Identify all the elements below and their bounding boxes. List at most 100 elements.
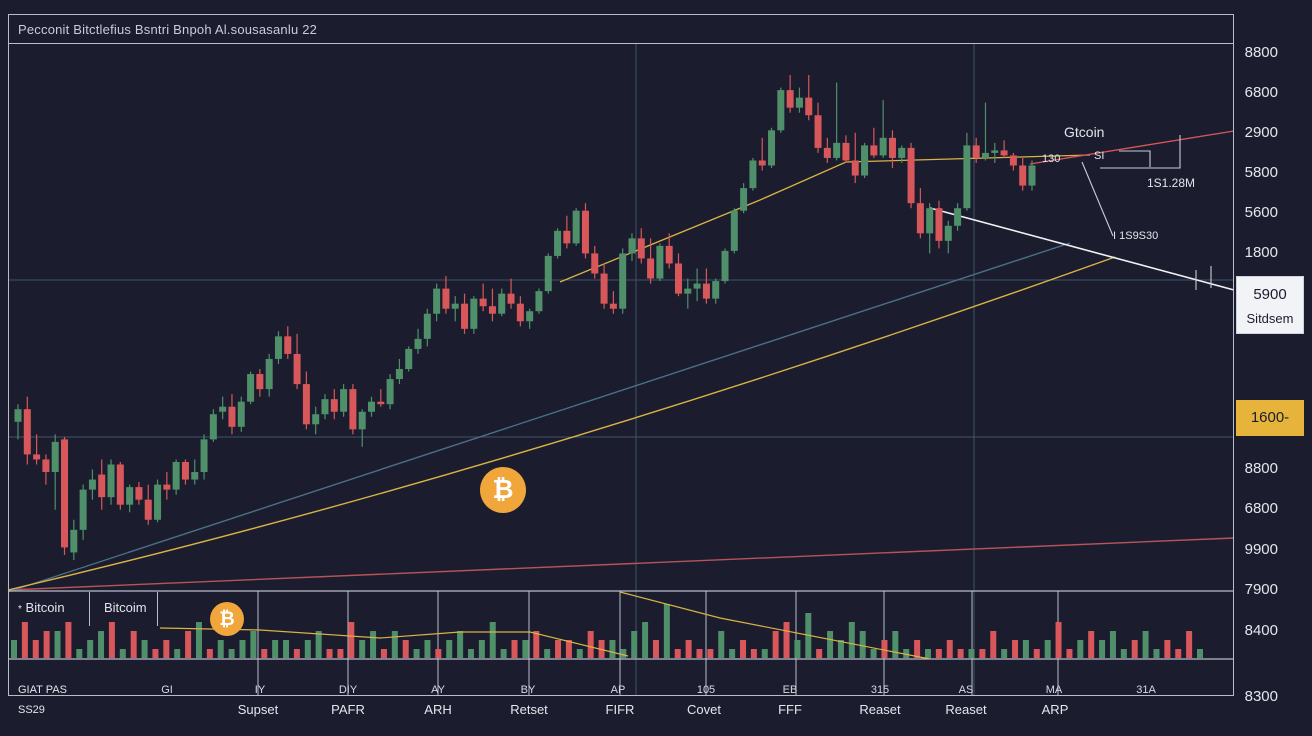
candle-body	[312, 414, 320, 425]
x-axis-tick: GI	[161, 684, 173, 696]
volume-bar	[43, 631, 50, 658]
y-axis-label: 8800	[1244, 44, 1278, 61]
candle-body	[1019, 165, 1027, 186]
volume-bar	[565, 640, 572, 658]
chart-frame	[8, 14, 1234, 696]
volume-bar	[511, 640, 518, 658]
bitcoin-icon: ₿	[210, 602, 244, 636]
current-price-value: 5900	[1253, 286, 1287, 303]
x-axis-month: FIFR	[605, 702, 635, 717]
candle-body	[740, 188, 748, 211]
volume-bar	[631, 631, 638, 658]
candle-body	[768, 130, 776, 166]
bracket-annotation: SI	[1094, 150, 1105, 162]
volume-bar	[359, 640, 366, 658]
candle-body	[256, 374, 264, 390]
volume-bar	[217, 640, 224, 658]
candle-body	[777, 90, 785, 131]
annotation-lines	[1081, 135, 1212, 290]
volume-bar	[87, 640, 94, 658]
volume-bar	[65, 622, 72, 658]
legend-label: Bitcoim	[104, 600, 147, 615]
candle-body	[172, 461, 180, 490]
candle-body	[461, 303, 469, 329]
volume-bar	[914, 640, 921, 658]
volume-bar	[337, 649, 344, 658]
volume-bars	[11, 604, 1203, 658]
candle-body	[451, 303, 459, 309]
volume-bar	[1099, 640, 1106, 658]
candle-body	[330, 399, 338, 412]
bracket-top	[1119, 150, 1151, 167]
candle-body	[414, 338, 422, 349]
volume-bar	[413, 649, 420, 658]
candle-body	[693, 283, 701, 289]
candle-body	[479, 298, 487, 307]
chart-title: Pecconit Bitctlefius Bsntri Bnpoh Al.sou…	[18, 22, 318, 37]
volume-bar	[957, 649, 964, 658]
candle-body	[609, 303, 617, 309]
candle-body	[349, 389, 357, 430]
volume-bar	[478, 640, 485, 658]
volume-bar	[272, 640, 279, 658]
candle-body	[647, 258, 655, 279]
candle-body	[842, 142, 850, 161]
white-down-line	[929, 207, 1235, 291]
volume-bar	[750, 649, 757, 658]
y-axis-label: 9900	[1244, 541, 1278, 558]
y-axis-label: 5800	[1244, 164, 1278, 181]
volume-bar	[467, 649, 474, 658]
scale-annotation: I 1S9S30	[1113, 230, 1159, 242]
legend-item-bitcoin[interactable]: * Bitcoin	[8, 592, 90, 626]
candle-body	[963, 145, 971, 209]
volume-bar	[881, 640, 888, 658]
volume-bar	[108, 622, 115, 658]
candle-body	[628, 238, 636, 254]
y-axis-label: 8400	[1244, 622, 1278, 639]
volume-bar	[11, 640, 17, 658]
x-axis-tick: 31A	[1136, 684, 1156, 696]
y-axis-label: 8300	[1244, 688, 1278, 705]
legend-item-bitcoim[interactable]: Bitcoim	[90, 592, 158, 626]
candle-body	[795, 97, 803, 108]
callout-line	[1081, 161, 1114, 237]
volume-bar	[1077, 640, 1084, 658]
volume-bar	[185, 631, 192, 658]
volume-bar	[924, 649, 931, 658]
volume-bar	[32, 640, 39, 658]
volume-bar	[195, 622, 202, 658]
volume-bar	[141, 640, 148, 658]
volume-bar	[979, 649, 986, 658]
volume-bar	[1033, 649, 1040, 658]
volume-bar	[968, 649, 975, 658]
volume-bar	[652, 640, 659, 658]
volume-bar	[206, 649, 213, 658]
volume-bar	[174, 649, 181, 658]
candle-body	[191, 472, 199, 480]
volume-bar	[1088, 631, 1095, 658]
candle-body	[377, 401, 385, 405]
bitcoin-icon: ₿	[480, 467, 526, 513]
x-axis-month: Reaset	[859, 702, 901, 717]
candle-body	[926, 208, 934, 234]
candle-body	[265, 358, 273, 390]
candle-body	[814, 115, 822, 148]
volume-bar	[163, 640, 170, 658]
volume-bar	[1012, 640, 1019, 658]
volume-bar	[500, 649, 507, 658]
candle-body	[712, 281, 720, 299]
candle-body	[991, 150, 999, 153]
bitcoin-annotation: Gtcoin	[1064, 124, 1105, 140]
volume-bar	[1044, 640, 1051, 658]
candle-body	[498, 293, 506, 314]
volume-bar	[1109, 631, 1116, 658]
candle-body	[600, 273, 608, 304]
candle-body	[563, 230, 571, 244]
legend-label: Bitcoin	[25, 600, 65, 615]
candle-body	[88, 479, 96, 490]
candle-body	[116, 464, 124, 505]
candle-body	[42, 459, 50, 473]
volume-bar	[391, 631, 398, 658]
candle-body	[79, 489, 87, 530]
candle-body	[1028, 165, 1036, 186]
